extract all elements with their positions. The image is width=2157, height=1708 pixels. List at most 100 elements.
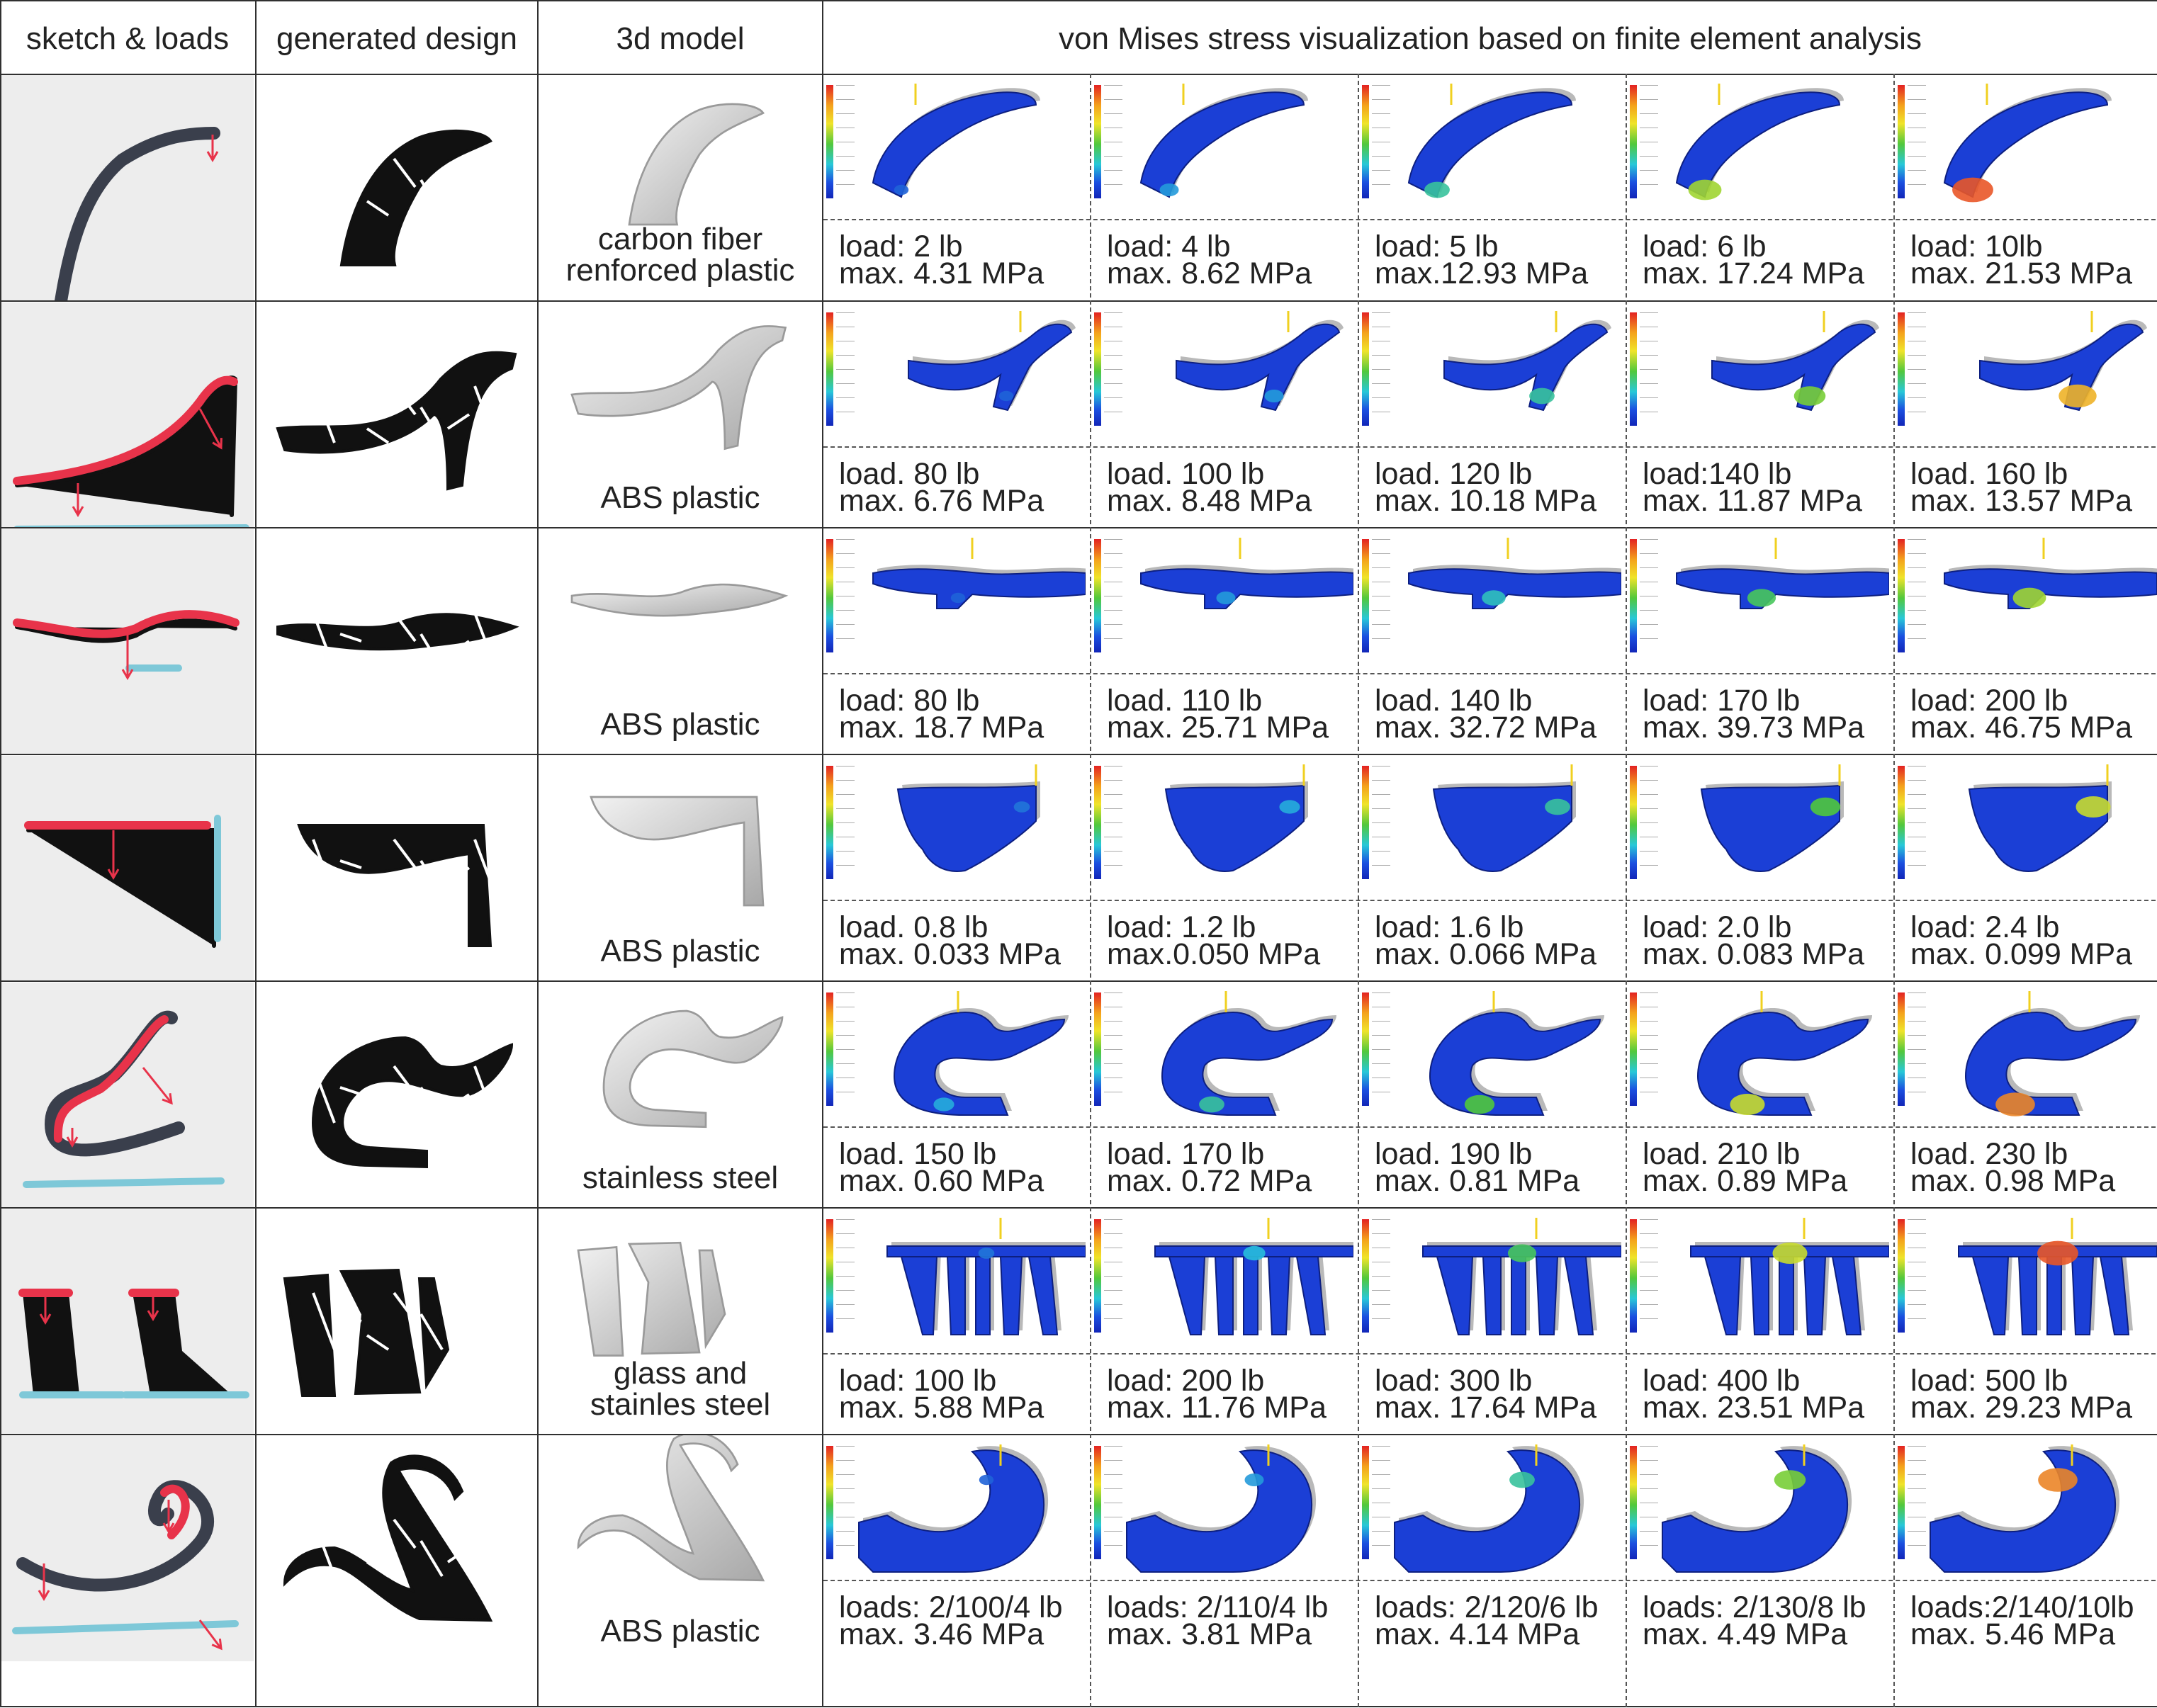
max-stress-label: max. 0.98 MPa <box>1910 1164 2116 1198</box>
design-silhouette <box>283 1454 497 1622</box>
max-stress-label: max. 8.62 MPa <box>1107 256 1312 290</box>
fea-render <box>1627 984 1889 1124</box>
max-stress-label: max. 46.75 MPa <box>1910 711 2133 745</box>
fea-render <box>1359 531 1621 671</box>
stress-legend-ticks <box>1372 85 1390 198</box>
stress-legend <box>1362 766 1369 879</box>
stress-legend <box>826 312 833 426</box>
load-label: loads: 2/130/8 lb <box>1643 1590 1866 1624</box>
stress-legend-ticks <box>1104 539 1122 652</box>
stress-legend <box>1630 1219 1637 1333</box>
fea-model <box>1675 84 1844 200</box>
design-silhouette <box>312 130 497 266</box>
stress-legend-ticks <box>836 1446 855 1559</box>
max-stress-label: max.0.050 MPa <box>1107 937 1321 971</box>
stress-legend-ticks <box>1104 766 1122 879</box>
max-stress-label: max. 5.88 MPa <box>839 1391 1044 1425</box>
fea-model <box>1930 1444 2120 1573</box>
stress-legend <box>1094 85 1101 198</box>
material-label: stainless steel <box>582 1160 779 1195</box>
fea-render <box>1627 77 1889 217</box>
max-stress-label: max. 23.51 MPa <box>1643 1391 1865 1425</box>
load-label: load: 400 lb <box>1643 1364 1801 1398</box>
fea-model <box>1943 84 2112 203</box>
sim-label-divider <box>823 900 2156 901</box>
fea-render <box>1895 1437 2157 1578</box>
stress-legend <box>826 85 833 198</box>
fea-model <box>886 1218 1086 1335</box>
model-shape <box>590 796 765 907</box>
fea-render <box>1895 1211 2157 1351</box>
stress-legend-ticks <box>1104 312 1122 426</box>
fea-model <box>1690 1218 1889 1335</box>
max-stress-label: max. 4.31 MPa <box>839 256 1044 290</box>
max-stress-label: max. 0.89 MPa <box>1643 1164 1848 1198</box>
stress-legend-ticks <box>1908 992 1926 1106</box>
load-label: load: 2.0 lb <box>1643 910 1792 944</box>
model-render <box>539 981 822 1208</box>
stress-legend <box>1094 1446 1101 1559</box>
design-silhouette <box>276 611 519 671</box>
load-label: loads: 2/100/4 lb <box>839 1590 1063 1624</box>
max-stress-label: max. 25.71 MPa <box>1107 711 1329 745</box>
fea-model <box>1432 764 1576 872</box>
fea-render <box>823 304 1086 444</box>
fea-model <box>1407 84 1576 198</box>
material-label: ABS plastic <box>600 707 760 742</box>
material-label: ABS plastic <box>600 1614 760 1648</box>
load-label: load: 5 lb <box>1375 230 1499 264</box>
stress-legend <box>1094 312 1101 426</box>
design-silhouette <box>297 824 497 947</box>
sketch-panel <box>1 1436 254 1661</box>
generated-design <box>257 301 537 528</box>
stress-legend <box>1362 85 1369 198</box>
fea-model <box>1964 991 2140 1116</box>
stress-legend <box>1630 539 1637 652</box>
fea-model <box>1154 1218 1353 1335</box>
load-label: load. 0.8 lb <box>839 910 989 944</box>
stress-legend <box>1094 1219 1101 1333</box>
load-label: load: 100 lb <box>839 1364 997 1398</box>
stress-legend <box>1630 766 1637 879</box>
stress-legend-ticks <box>1104 1219 1122 1333</box>
stress-legend-ticks <box>1908 312 1926 426</box>
fea-render <box>1359 984 1621 1124</box>
column-divider <box>822 0 823 1707</box>
fea-model <box>1443 311 1611 412</box>
max-stress-label: max. 29.23 MPa <box>1910 1391 2133 1425</box>
load-label: load. 160 lb <box>1910 457 2068 491</box>
fea-model <box>1422 1218 1621 1335</box>
load-label: load: 6 lb <box>1643 230 1767 264</box>
stress-legend <box>1362 312 1369 426</box>
generated-design <box>257 528 537 754</box>
fea-model <box>1958 1218 2157 1335</box>
fea-render <box>1091 304 1353 444</box>
fea-render <box>823 531 1086 671</box>
fea-render <box>1627 757 1889 898</box>
load-label: load: 300 lb <box>1375 1364 1533 1398</box>
stress-legend-ticks <box>1908 85 1926 198</box>
max-stress-label: max. 0.60 MPa <box>839 1164 1044 1198</box>
design-silhouette <box>311 1036 514 1169</box>
stress-legend-ticks <box>1640 992 1658 1106</box>
sketch-drawing <box>18 1289 249 1398</box>
fea-model <box>1711 311 1879 412</box>
header-sketch: sketch & loads <box>26 21 230 56</box>
fea-render <box>823 77 1086 217</box>
max-stress-label: max. 0.083 MPa <box>1643 937 1865 971</box>
fea-render <box>1895 77 2157 217</box>
sketch-panel <box>1 1209 254 1435</box>
stress-legend <box>1898 1219 1905 1333</box>
stress-legend <box>1898 539 1905 652</box>
max-stress-label: max. 3.81 MPa <box>1107 1617 1312 1651</box>
stress-legend-ticks <box>1104 1446 1122 1559</box>
stress-legend <box>826 766 833 879</box>
load-label: load. 80 lb <box>839 457 980 491</box>
stress-legend <box>1094 766 1101 879</box>
stress-legend-ticks <box>1640 85 1658 198</box>
sim-column-divider <box>1358 74 1359 1707</box>
stress-legend-ticks <box>1104 992 1122 1106</box>
stress-legend <box>826 1219 833 1333</box>
fea-render <box>1359 77 1621 217</box>
